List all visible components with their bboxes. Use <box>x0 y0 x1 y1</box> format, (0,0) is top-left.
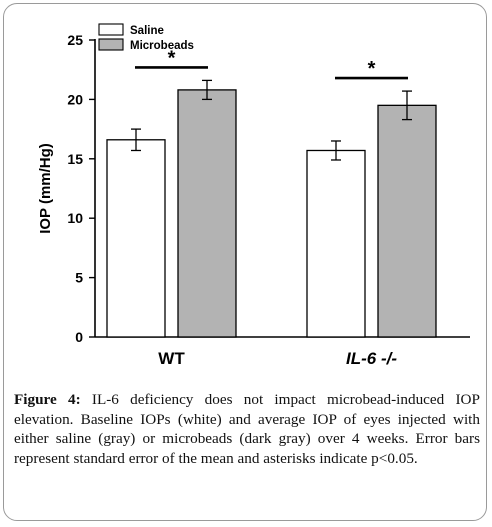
caption-label: Figure 4: <box>14 391 81 408</box>
legend-swatch-microbeads <box>98 38 124 51</box>
bar-saline-1 <box>306 149 366 338</box>
figure-caption: Figure 4: IL-6 deficiency does not impac… <box>14 390 480 468</box>
bar-microbeads-1 <box>377 104 437 338</box>
significance-asterisk: * <box>368 58 376 80</box>
y-tick-label: 15 <box>67 151 83 167</box>
bar-microbeads-0 <box>177 89 237 338</box>
bar-chart: 0 5 10 15 20 25 IOP (mm/Hg) WT * IL-6 -/- * Saline M… <box>37 23 470 368</box>
y-tick-label: 5 <box>75 270 83 286</box>
legend-swatch-saline <box>98 23 124 36</box>
significance-asterisk: * <box>168 47 176 69</box>
legend-label-saline: Saline <box>130 25 164 37</box>
y-tick-label: 0 <box>75 329 83 345</box>
legend-label-microbeads: Microbeads <box>130 40 194 52</box>
y-axis-title: IOP (mm/Hg) <box>37 143 54 234</box>
x-category-label: IL-6 -/- <box>346 349 397 368</box>
x-category-label: WT <box>158 349 185 368</box>
y-tick-label: 25 <box>67 32 83 48</box>
y-tick-label: 20 <box>67 91 83 107</box>
y-tick-label: 10 <box>67 210 83 226</box>
caption-text: IL-6 deficiency does not impact microbea… <box>14 391 480 467</box>
bar-saline-0 <box>106 139 166 338</box>
